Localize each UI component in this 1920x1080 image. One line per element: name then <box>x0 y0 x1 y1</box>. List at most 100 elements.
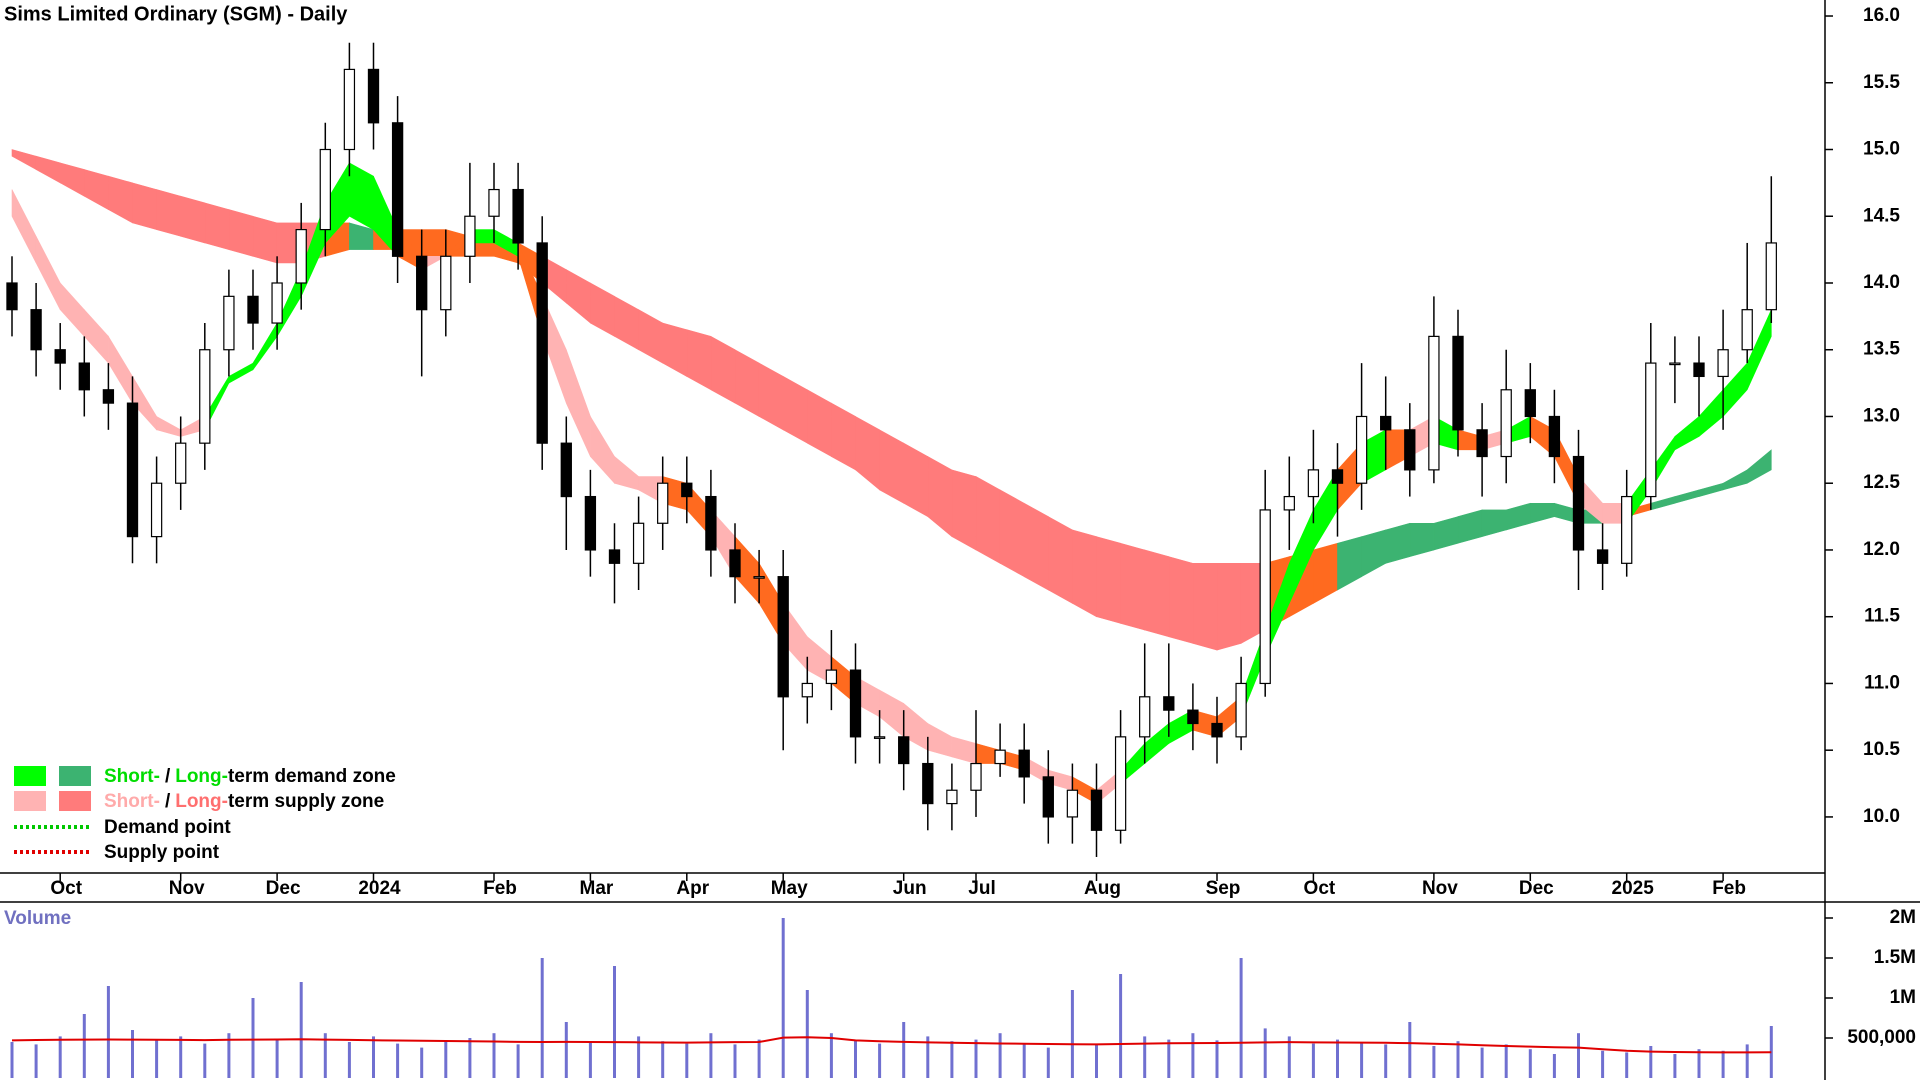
candle-body <box>1621 495 1633 564</box>
volume-bar <box>1552 1054 1556 1078</box>
candle-body <box>319 148 331 231</box>
volume-bar <box>10 1042 14 1078</box>
candle-body <box>464 215 476 257</box>
candle-body <box>657 482 669 524</box>
volume-bar <box>251 998 255 1078</box>
volume-bar <box>203 1043 207 1078</box>
candle-body <box>1307 469 1320 498</box>
long-zone-segment <box>999 489 1025 578</box>
volume-bar <box>588 1042 592 1078</box>
long-zone-segment <box>1096 536 1121 624</box>
x-tick-label: Dec <box>1519 878 1554 899</box>
volume-bar <box>926 1036 930 1078</box>
long-zone-segment <box>975 476 1001 564</box>
candle-body <box>1042 776 1054 818</box>
volume-bar <box>1625 1052 1629 1078</box>
long-zone-segment <box>1192 563 1218 651</box>
candle-body <box>1404 429 1416 471</box>
legend-part: term demand zone <box>228 766 396 787</box>
volume-bar <box>1480 1047 1484 1078</box>
candle-body <box>1283 495 1295 511</box>
x-tick-label: Jul <box>968 878 995 899</box>
long-zone-segment <box>1144 549 1170 638</box>
volume-bar <box>1577 1033 1580 1078</box>
long-zone-segment <box>132 182 157 230</box>
legend-label: Short- / Long-term supply zone <box>104 791 384 812</box>
volume-bar <box>1456 1041 1460 1078</box>
x-tick-label: Nov <box>169 878 205 899</box>
candle-body <box>6 282 18 311</box>
candle-body <box>681 482 693 498</box>
volume-bar <box>974 1039 978 1078</box>
candle-body <box>1428 335 1440 471</box>
legend-part: Short- <box>104 766 160 787</box>
y-tick-label: 14.0 <box>1863 272 1900 293</box>
volume-bar <box>950 1041 954 1078</box>
volume-bar <box>1697 1049 1701 1078</box>
x-tick-label: Oct <box>1304 878 1336 899</box>
long-zone-segment <box>1746 449 1772 484</box>
candle-body <box>30 309 42 351</box>
long-zone-segment <box>1385 522 1411 564</box>
volume-bar <box>878 1043 882 1078</box>
long-zone-segment <box>180 195 206 244</box>
volume-bar <box>1504 1044 1508 1078</box>
volume-bar <box>1432 1046 1436 1078</box>
volume-bar <box>1263 1028 1267 1078</box>
long-zone-segment <box>156 189 181 237</box>
candle-body <box>150 482 163 538</box>
candle-body <box>825 669 838 685</box>
candle-body <box>1524 389 1536 418</box>
candle-body <box>1765 242 1777 311</box>
candle-body <box>1476 429 1488 458</box>
volume-bar <box>540 958 544 1078</box>
long-zone-segment <box>252 215 278 264</box>
legend-swatch <box>14 791 46 811</box>
x-tick-label: 2024 <box>358 878 401 899</box>
volume-bar <box>781 918 785 1078</box>
candle-body <box>632 522 645 564</box>
candle-body <box>946 789 958 805</box>
candle-body <box>391 122 404 257</box>
candle-body <box>247 295 259 324</box>
candle-body <box>512 188 524 244</box>
volume-bar <box>1191 1033 1195 1078</box>
y-tick-label: 14.5 <box>1863 205 1900 226</box>
y-tick-label: 1M <box>1890 987 1916 1008</box>
candle-body <box>271 282 283 324</box>
volume-bar <box>1673 1054 1677 1078</box>
legend-part: / <box>165 791 171 812</box>
volume-bar <box>82 1014 86 1078</box>
x-tick-label: Feb <box>483 878 517 899</box>
candle-body <box>367 68 380 124</box>
legend-swatch <box>59 766 91 786</box>
x-tick-label: Apr <box>676 878 709 899</box>
y-tick-label: 12.5 <box>1863 472 1900 493</box>
volume-bar <box>1287 1036 1291 1078</box>
volume-bar <box>179 1036 183 1078</box>
legend-part: term supply zone <box>228 791 384 812</box>
volume-bar <box>1745 1044 1749 1078</box>
y-tick-label: 11.0 <box>1864 672 1900 693</box>
volume-bar <box>902 1022 906 1078</box>
volume-bar <box>372 1036 375 1078</box>
long-zone-segment <box>421 229 447 257</box>
volume-bar <box>1143 1036 1147 1078</box>
zone-layer <box>11 149 1772 805</box>
long-zone-segment <box>228 209 254 257</box>
candle-body <box>343 68 356 151</box>
legend-swatch <box>59 791 91 811</box>
candle-body <box>440 255 452 311</box>
candle-body <box>54 349 66 364</box>
volume-bar <box>1601 1050 1605 1078</box>
candle-body <box>416 255 428 311</box>
candle-body <box>1331 469 1344 484</box>
long-zone-segment <box>903 442 929 518</box>
candle-body <box>126 402 139 538</box>
long-zone-segment <box>1168 556 1194 644</box>
y-tick-label: 2M <box>1890 907 1916 928</box>
candle-body <box>78 362 90 391</box>
candle-body <box>729 549 741 578</box>
volume-bar <box>1095 1043 1098 1078</box>
